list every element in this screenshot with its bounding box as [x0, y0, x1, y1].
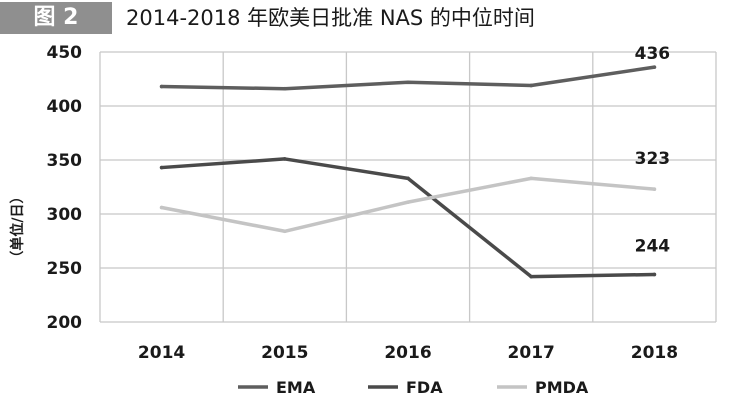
chart-series — [159, 65, 657, 279]
x-tick-label: 2018 — [631, 343, 678, 363]
figure-label: 图 2 — [0, 2, 112, 34]
y-axis-ticks: 200 250 300 350 400 450 — [47, 43, 83, 333]
data-point-ema — [159, 84, 164, 89]
figure-title: 2014-2018 年欧美日批准 NAS 的中位时间 — [126, 6, 535, 30]
data-point-ema — [406, 80, 410, 85]
chart-legend: EMA FDA PMDA — [238, 378, 589, 397]
y-axis-label: （单位/日） — [9, 189, 26, 264]
data-point-ema — [529, 83, 533, 88]
data-point-ema — [283, 86, 287, 91]
data-point-fda — [529, 274, 533, 279]
data-label-pmda: 323 — [635, 149, 671, 169]
legend-label-fda: FDA — [406, 378, 443, 397]
data-point-fda — [406, 176, 410, 181]
series-line-pmda — [159, 176, 657, 234]
data-point-ema — [652, 65, 657, 69]
x-tick-label: 2017 — [508, 343, 555, 363]
series-line-ema — [159, 65, 657, 91]
data-point-pmda — [529, 176, 533, 181]
y-tick-label: 250 — [47, 259, 83, 279]
data-point-pmda — [159, 205, 164, 210]
legend-label-pmda: PMDA — [535, 378, 589, 397]
x-tick-label: 2014 — [138, 343, 185, 363]
data-point-fda — [159, 165, 164, 170]
data-labels: 436 323 244 — [635, 44, 671, 256]
y-tick-label: 200 — [47, 313, 83, 333]
data-point-pmda — [652, 187, 657, 191]
data-point-fda — [652, 272, 657, 277]
x-tick-label: 2016 — [384, 343, 431, 363]
figure-header: 图 2 2014-2018 年欧美日批准 NAS 的中位时间 — [0, 0, 744, 38]
x-axis-ticks: 2014 2015 2016 2017 2018 — [138, 343, 678, 363]
data-point-pmda — [283, 229, 287, 234]
y-tick-label: 450 — [47, 43, 83, 63]
x-tick-label: 2015 — [261, 343, 308, 363]
y-tick-label: 300 — [47, 205, 83, 225]
data-label-fda: 244 — [635, 236, 671, 256]
legend-label-ema: EMA — [276, 378, 316, 397]
data-label-ema: 436 — [635, 44, 671, 64]
y-tick-label: 350 — [47, 151, 83, 171]
data-point-fda — [283, 157, 287, 161]
data-point-pmda — [406, 200, 410, 204]
y-tick-label: 400 — [47, 97, 83, 117]
